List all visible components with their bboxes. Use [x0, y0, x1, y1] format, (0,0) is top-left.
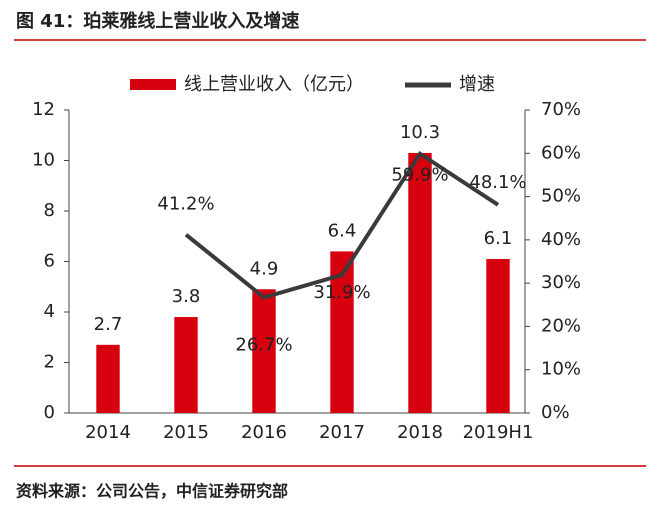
y2-tick-label: 40%	[541, 229, 581, 250]
y2-tick-label: 50%	[541, 186, 581, 207]
y2-tick-label: 70%	[541, 99, 581, 120]
bar-value-label: 6.1	[484, 228, 513, 249]
x-tick-label: 2016	[241, 422, 287, 443]
line-value-label: 48.1%	[469, 172, 526, 193]
x-tick-label: 2018	[397, 422, 443, 443]
y-tick-label: 12	[32, 99, 55, 120]
bar	[174, 317, 198, 413]
y-tick-label: 4	[44, 301, 55, 322]
y2-tick-label: 10%	[541, 359, 581, 380]
legend-label: 增速	[459, 74, 495, 95]
bar-value-label: 3.8	[172, 286, 201, 307]
legend-swatch	[130, 79, 176, 90]
x-tick-label: 2019H1	[463, 422, 534, 443]
line-value-label: 31.9%	[313, 282, 370, 303]
bar	[96, 344, 120, 413]
bar-value-label: 4.9	[250, 258, 279, 279]
bar-value-label: 6.4	[328, 220, 357, 241]
bar	[330, 251, 354, 413]
y-tick-label: 8	[44, 200, 55, 221]
line	[184, 150, 500, 300]
y2-tick-label: 0%	[541, 402, 570, 423]
x-tick-label: 2017	[319, 422, 365, 443]
y-tick-label: 6	[44, 251, 55, 272]
y2-tick-label: 30%	[541, 272, 581, 293]
source: 资料来源：公司公告，中信证券研究部	[16, 482, 288, 501]
bar-value-label: 2.7	[94, 314, 123, 335]
bar	[408, 152, 432, 414]
bar	[252, 289, 276, 413]
x-tick-label: 2015	[163, 422, 209, 443]
bar-value-label: 10.3	[400, 122, 440, 143]
line-value-label: 26.7%	[235, 334, 292, 355]
legend-label: 线上营业收入（亿元）	[184, 74, 364, 95]
y2-tick-label: 20%	[541, 315, 581, 336]
x-tick-label: 2014	[85, 422, 131, 443]
y-tick-label: 0	[44, 402, 55, 423]
y2-tick-label: 60%	[541, 142, 581, 163]
chart-title: 图 41：珀莱雅线上营业收入及增速	[16, 10, 299, 32]
bar	[486, 258, 510, 413]
y-tick-label: 10	[32, 150, 55, 171]
line-value-label: 59.9%	[391, 165, 448, 186]
y-tick-label: 2	[44, 352, 55, 373]
line-value-label: 41.2%	[157, 194, 214, 215]
